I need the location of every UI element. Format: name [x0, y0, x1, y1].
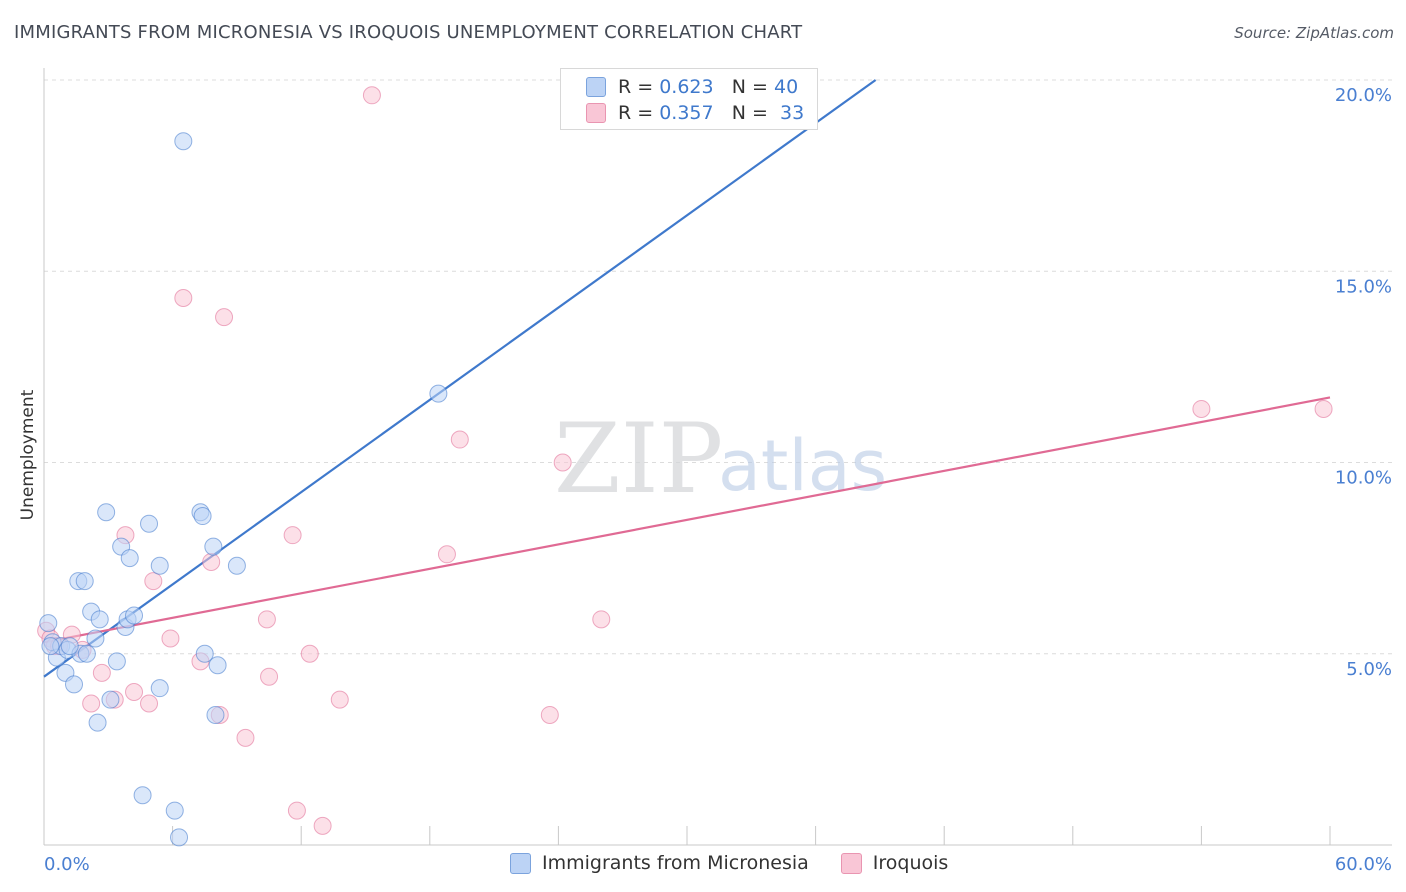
trend-line-micronesia [43, 79, 877, 678]
grid-lines [44, 79, 1392, 655]
tick-labels: 5.0% 10.0% 15.0% 20.0% 0.0% 60.0% [44, 85, 1392, 875]
point-micronesia [195, 644, 214, 663]
point-micronesia [120, 549, 139, 568]
point-micronesia [140, 514, 159, 533]
series-legend-label: Iroquois [872, 852, 949, 874]
y-tick-label: 20.0% [1335, 85, 1392, 106]
data-points [37, 86, 1333, 847]
watermark-atlas: atlas [718, 425, 887, 507]
point-iroquois [236, 728, 255, 747]
point-iroquois [362, 86, 381, 105]
point-iroquois [257, 610, 276, 629]
point-iroquois [92, 663, 111, 682]
series-legend-iroquois[interactable]: Iroquois [840, 852, 949, 874]
axes [43, 68, 1392, 846]
point-micronesia [174, 132, 193, 151]
point-micronesia [150, 679, 169, 698]
point-micronesia [165, 801, 184, 820]
point-micronesia [208, 656, 227, 675]
point-iroquois [144, 572, 163, 591]
x-tick-label: 60.0% [1335, 854, 1392, 875]
point-iroquois [260, 667, 279, 686]
trend-line-iroquois [43, 396, 1331, 644]
point-iroquois [1192, 399, 1211, 418]
point-micronesia [125, 606, 144, 625]
point-iroquois [450, 430, 469, 449]
point-micronesia [227, 556, 246, 575]
point-micronesia [90, 610, 109, 629]
series-legend-micronesia[interactable]: Immigrants from Micronesia [510, 852, 809, 874]
point-micronesia [88, 713, 107, 732]
series-legend-label: Immigrants from Micronesia [542, 852, 809, 874]
point-iroquois [592, 610, 611, 629]
legend-swatch-blue [586, 77, 606, 97]
legend-n-value: 40 [773, 76, 799, 98]
point-micronesia [170, 828, 189, 847]
point-micronesia [86, 629, 105, 648]
point-micronesia [97, 503, 116, 522]
y-axis-label: Unemployment [18, 389, 38, 521]
point-micronesia [204, 537, 223, 556]
point-micronesia [39, 614, 58, 633]
legend-r-value: 0.357 [659, 102, 714, 124]
legend-n-label: N = [731, 102, 768, 124]
point-iroquois [82, 694, 101, 713]
series-legend: Immigrants from Micronesia Iroquois [510, 852, 980, 874]
correlation-legend: R = 0.623 N = 40 R = 0.357 N = 33 [560, 68, 818, 130]
point-iroquois [300, 644, 319, 663]
point-iroquois [125, 683, 144, 701]
point-micronesia [429, 384, 448, 403]
point-micronesia [101, 690, 120, 709]
legend-row-iroquois: R = 0.357 N = 33 [586, 101, 804, 125]
source-credit: Source: ZipAtlas.com [1234, 24, 1394, 42]
y-tick-label: 10.0% [1335, 468, 1392, 489]
point-micronesia [107, 652, 126, 671]
point-iroquois [553, 453, 572, 472]
point-micronesia [206, 705, 225, 724]
point-iroquois [202, 552, 221, 571]
point-micronesia [60, 637, 79, 656]
point-iroquois [330, 690, 349, 709]
legend-swatch-blue [510, 852, 531, 874]
x-tick-label: 0.0% [44, 854, 90, 875]
point-micronesia [77, 644, 96, 663]
point-micronesia [133, 786, 152, 805]
legend-r-value: 0.623 [659, 76, 714, 98]
point-iroquois [161, 629, 180, 648]
trend-lines [43, 79, 1331, 678]
legend-r-label: R = [618, 76, 654, 98]
legend-r-label: R = [618, 102, 654, 124]
point-iroquois [540, 705, 559, 724]
point-iroquois [140, 694, 159, 713]
point-iroquois [1314, 399, 1333, 418]
point-micronesia [150, 556, 169, 575]
point-iroquois [437, 545, 456, 564]
point-iroquois [283, 526, 302, 545]
legend-n-label: N = [731, 76, 768, 98]
legend-swatch-pink [586, 103, 606, 123]
point-iroquois [287, 801, 306, 820]
point-micronesia [65, 675, 84, 694]
watermark-zip: ZIP [554, 403, 723, 515]
chart-title: IMMIGRANTS FROM MICRONESIA VS IROQUOIS U… [14, 22, 803, 43]
point-iroquois [174, 289, 193, 308]
y-tick-label: 15.0% [1335, 276, 1392, 297]
point-micronesia [193, 507, 212, 526]
legend-n-value: 33 [780, 102, 805, 124]
legend-row-micronesia: R = 0.623 N = 40 [586, 75, 798, 99]
point-micronesia [41, 637, 60, 656]
legend-swatch-pink [840, 852, 862, 874]
point-iroquois [215, 308, 234, 327]
point-iroquois [313, 816, 332, 835]
y-tick-label: 5.0% [1346, 659, 1392, 680]
watermark: ZIP atlas [554, 403, 887, 515]
point-micronesia [75, 572, 94, 591]
